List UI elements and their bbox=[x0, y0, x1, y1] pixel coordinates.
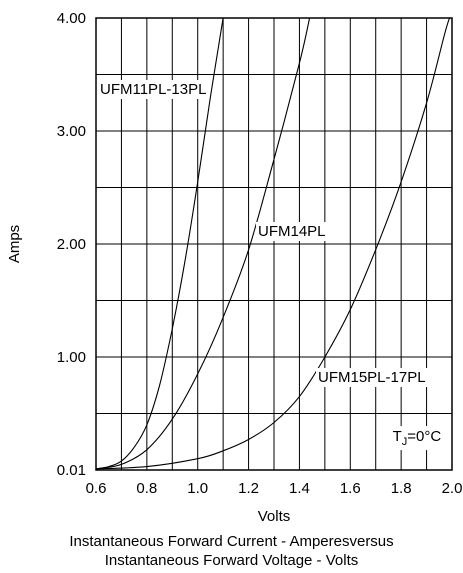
plot-frame bbox=[95, 17, 453, 471]
y-axis-label: Amps bbox=[6, 225, 23, 263]
curve-labels: UFM11PL-13PL UFM14PL UFM15PL-17PL bbox=[98, 80, 428, 387]
grid-lines bbox=[96, 18, 452, 470]
curve-ufm14pl bbox=[95, 17, 311, 470]
label-background bbox=[316, 368, 428, 387]
caption-line-1: Instantaneous Forward Current - Amperesv… bbox=[69, 533, 394, 550]
curve-ufm15pl-17pl bbox=[95, 17, 451, 470]
x-tick-label: 1.6 bbox=[340, 480, 361, 497]
y-tick-label: 2.00 bbox=[57, 236, 86, 253]
annotation-rest: =0°C bbox=[407, 428, 441, 445]
y-tick-label: 3.00 bbox=[57, 123, 86, 140]
y-tick-label: 4.00 bbox=[57, 10, 86, 27]
y-tick-label: 1.00 bbox=[57, 349, 86, 366]
annotation-main: T bbox=[393, 428, 402, 445]
label-background bbox=[98, 80, 209, 99]
label-ufm15pl-17pl: UFM15PL-17PL bbox=[318, 369, 426, 386]
x-tick-label: 1.4 bbox=[289, 480, 310, 497]
curve-ufm11pl-13pl bbox=[95, 17, 224, 470]
x-tick-label: 1.8 bbox=[391, 480, 412, 497]
label-background bbox=[256, 222, 328, 241]
x-tick-label: 1.0 bbox=[187, 480, 208, 497]
annotation-background bbox=[389, 426, 445, 451]
x-tick-label: 1.2 bbox=[238, 480, 259, 497]
x-tick-label: 0.6 bbox=[86, 480, 107, 497]
annotation-subscript: J bbox=[402, 436, 408, 448]
x-tick-label: 0.8 bbox=[136, 480, 157, 497]
junction-temperature-annotation: TJ=0°C bbox=[393, 428, 442, 448]
curves bbox=[95, 17, 451, 470]
y-tick-label: 0.01 bbox=[57, 462, 86, 479]
x-axis-label: Volts bbox=[258, 508, 291, 525]
x-tick-labels: 0.6 0.8 1.0 1.2 1.4 1.6 1.8 2.0 bbox=[86, 480, 463, 497]
x-tick-label: 2.0 bbox=[442, 480, 463, 497]
label-ufm14pl: UFM14PL bbox=[258, 223, 326, 240]
label-ufm11pl-13pl: UFM11PL-13PL bbox=[100, 81, 206, 98]
caption-line-2: Instantaneous Forward Voltage - Volts bbox=[104, 552, 359, 569]
y-tick-labels: 0.01 1.00 2.00 3.00 4.00 bbox=[57, 10, 86, 479]
